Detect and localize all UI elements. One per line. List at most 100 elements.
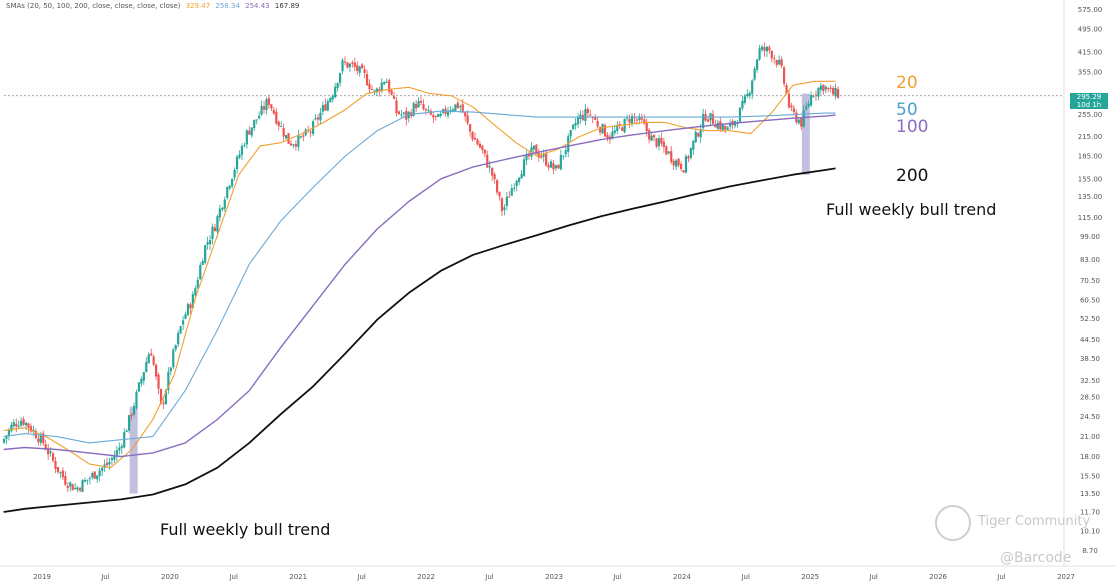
candle-body [280,126,283,128]
candle-body [601,123,604,134]
candle-body [466,115,469,124]
candle-body [142,372,145,381]
candle-body [91,473,94,478]
candle-body [562,155,565,157]
candle-body [549,161,553,168]
bull-trend-highlight-bar [129,406,138,494]
candle-body [199,264,202,280]
candle-body [640,117,643,120]
candle-body [827,88,830,90]
x-tick-label: Jul [484,573,494,581]
candle-body [282,128,285,137]
candle-body [518,177,521,183]
candle-body [233,169,236,178]
candle-body [2,438,6,443]
candle-body [486,154,489,168]
candle-body [535,144,538,155]
candle-body [341,60,344,72]
y-tick-label: 38.50 [1080,355,1100,363]
candle-body [513,187,516,189]
current-price-tag: 295.29 10d 1h [1070,93,1108,109]
sma100-annotation: 100 [896,117,928,137]
candle-body [606,135,609,139]
y-tick-label: 155.00 [1078,175,1103,183]
y-tick-label: 99.00 [1080,233,1100,241]
candle-body [218,208,221,218]
candle-body [110,458,114,461]
candle-body [208,239,212,245]
candle-body [351,62,354,64]
candle-body [101,467,104,471]
watermark-brand: Tiger Community [978,514,1091,529]
candle-body [476,139,479,145]
current-price-value: 295.29 [1076,93,1102,101]
candle-body [44,444,47,450]
candle-body [346,62,349,68]
candle-body [37,438,40,443]
candle-body [819,85,822,90]
candle-body [248,130,251,135]
candle-body [515,180,518,186]
candle-body [699,129,702,138]
candle-body [802,110,805,127]
candle-body [358,66,361,73]
candle-body [682,170,685,173]
candle-body [211,226,214,239]
candle-body [461,104,464,113]
candle-body [348,63,351,67]
candle-body [594,117,597,120]
candle-body [432,115,435,118]
y-tick-label: 21.00 [1080,433,1100,441]
candle-body [191,294,194,308]
candle-body [324,104,327,111]
candle-body [74,487,77,489]
candle-body [792,108,796,113]
candle-body [657,138,661,147]
candle-body [478,143,482,148]
candle-body [267,98,271,105]
candle-body [105,462,109,466]
candle-body [812,96,815,98]
candle-body [272,109,275,114]
candle-body [751,80,754,94]
candle-body [226,186,229,198]
candle-body [711,114,715,124]
candlestick-group [2,42,840,493]
candle-body [741,101,744,109]
y-tick-label: 28.50 [1080,394,1100,402]
candle-body [782,67,786,84]
candle-body [167,371,170,391]
x-tick-label: Jul [612,573,622,581]
candle-body [726,127,729,130]
candle-body [83,480,87,482]
candle-body [314,118,317,120]
x-tick-label: 2019 [33,573,51,581]
candle-body [746,94,749,97]
candle-body [128,415,131,431]
candle-body [147,354,150,364]
candle-body [424,108,428,111]
y-tick-label: 70.50 [1080,277,1100,285]
candle-body [589,114,592,116]
candle-body [238,154,241,158]
candle-body [510,188,513,196]
sma50-value: 258.34 [215,2,240,10]
candle-body [61,470,64,478]
candle-body [356,65,359,71]
candle-body [162,402,165,404]
candle-body [262,106,266,110]
candle-body [692,140,695,150]
candle-body [12,422,15,427]
candle-body [648,130,651,140]
candle-body [586,109,589,114]
candle-body [721,124,724,131]
candle-body [108,461,111,465]
candle-body [621,127,624,131]
candle-body [603,125,607,137]
candle-body [807,103,810,107]
candle-body [628,118,631,123]
candle-body [652,134,656,138]
sma200-annotation: 200 [896,166,928,186]
candle-body [775,60,778,66]
